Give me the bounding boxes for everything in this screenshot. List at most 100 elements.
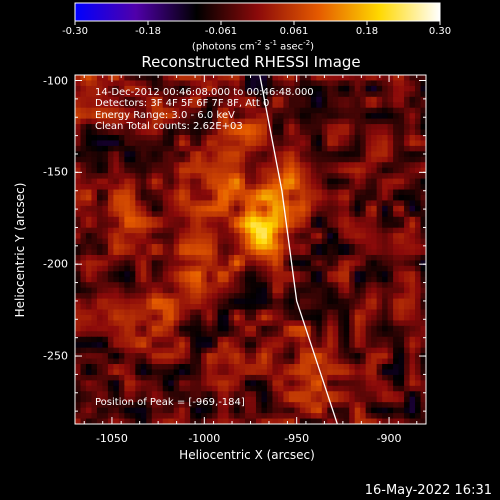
heatmap-cell	[387, 385, 394, 392]
heatmap-cell	[168, 162, 175, 169]
heatmap-cell	[91, 265, 98, 272]
heatmap-cell	[151, 347, 158, 354]
heatmap-cell	[338, 402, 345, 409]
heatmap-cell	[288, 249, 295, 256]
heatmap-cell	[266, 260, 274, 267]
heatmap-cell	[173, 260, 180, 267]
heatmap-cell	[157, 113, 164, 120]
heatmap-cell	[223, 113, 230, 120]
heatmap-cell	[118, 347, 125, 354]
heatmap-cell	[228, 304, 235, 311]
heatmap-cell	[343, 238, 350, 245]
heatmap-cell	[212, 396, 219, 403]
heatmap-cell	[113, 287, 120, 294]
heatmap-cell	[316, 336, 323, 343]
heatmap-cell	[404, 342, 411, 349]
heatmap-cell	[107, 107, 114, 114]
heatmap-cell	[261, 287, 268, 294]
heatmap-cell	[96, 320, 104, 327]
heatmap-cell	[354, 293, 361, 300]
heatmap-cell	[332, 364, 339, 371]
heatmap-cell	[310, 331, 317, 338]
heatmap-cell	[376, 113, 383, 120]
heatmap-cell	[239, 385, 246, 392]
heatmap-cell	[239, 238, 246, 245]
heatmap-cell	[146, 304, 153, 311]
heatmap-cell	[168, 227, 175, 234]
heatmap-cell	[184, 200, 191, 207]
heatmap-cell	[234, 129, 241, 136]
heatmap-cell	[217, 80, 224, 87]
heatmap-cell	[107, 96, 114, 103]
heatmap-cell	[338, 271, 345, 278]
heatmap-cell	[305, 325, 312, 332]
heatmap-cell	[162, 162, 169, 169]
heatmap-cell	[349, 75, 356, 82]
heatmap-cell	[398, 189, 405, 196]
heatmap-cell	[310, 380, 317, 387]
heatmap-cell	[332, 189, 339, 196]
heatmap-cell	[96, 102, 104, 109]
heatmap-cell	[404, 134, 411, 142]
heatmap-cell	[327, 140, 334, 147]
heatmap-cell	[179, 244, 186, 251]
heatmap-cell	[96, 184, 104, 191]
heatmap-cell	[223, 173, 230, 180]
heatmap-cell	[376, 173, 383, 180]
heatmap-cell	[299, 396, 306, 403]
heatmap-cell	[80, 238, 87, 245]
heatmap-cell	[288, 151, 295, 158]
heatmap-cell	[184, 276, 191, 283]
heatmap-cell	[360, 173, 367, 180]
heatmap-cell	[299, 211, 306, 218]
heatmap-cell	[179, 96, 186, 103]
heatmap-cell	[201, 380, 208, 387]
heatmap-cell	[393, 118, 400, 125]
heatmap-cell	[415, 118, 422, 125]
heatmap-cell	[245, 304, 252, 311]
heatmap-cell	[393, 75, 400, 82]
heatmap-cell	[327, 385, 334, 392]
heatmap-cell	[310, 271, 317, 278]
heatmap-cell	[85, 374, 93, 381]
heatmap-cell	[288, 173, 295, 180]
heatmap-cell	[376, 402, 383, 409]
heatmap-cell	[212, 151, 219, 158]
heatmap-cell	[316, 374, 323, 381]
heatmap-cell	[195, 265, 202, 272]
heatmap-cell	[321, 298, 328, 305]
heatmap-cell	[85, 347, 93, 354]
heatmap-cell	[299, 238, 306, 245]
heatmap-cell	[305, 320, 312, 327]
heatmap-cell	[91, 184, 98, 191]
heatmap-cell	[245, 118, 252, 125]
heatmap-cell	[294, 402, 301, 409]
heatmap-cell	[190, 162, 197, 169]
heatmap-cell	[146, 293, 153, 300]
heatmap-cell	[184, 380, 191, 387]
heatmap-cell	[321, 118, 328, 125]
heatmap-cell	[310, 167, 317, 174]
heatmap-cell	[415, 222, 422, 229]
heatmap-cell	[190, 276, 197, 283]
heatmap-cell	[338, 184, 345, 191]
heatmap-cell	[151, 271, 158, 278]
heatmap-cell	[129, 249, 136, 256]
heatmap-cell	[113, 331, 120, 338]
time-range-text: 14-Dec-2012 00:46:08.000 to 00:46:48.000	[95, 87, 314, 98]
heatmap-cell	[250, 227, 257, 234]
heatmap-cell	[266, 380, 274, 387]
heatmap-cell	[420, 282, 426, 289]
heatmap-cell	[354, 304, 361, 311]
heatmap-cell	[140, 162, 147, 169]
heatmap-cell	[113, 380, 120, 387]
heatmap-cell	[157, 167, 164, 174]
heatmap-cell	[234, 413, 241, 420]
heatmap-cell	[190, 304, 197, 311]
heatmap-cell	[393, 205, 400, 212]
heatmap-cell	[409, 134, 416, 142]
heatmap-cell	[420, 118, 426, 125]
heatmap-cell	[75, 107, 82, 114]
heatmap-cell	[245, 205, 252, 212]
units-part: (photons cm	[191, 41, 255, 53]
